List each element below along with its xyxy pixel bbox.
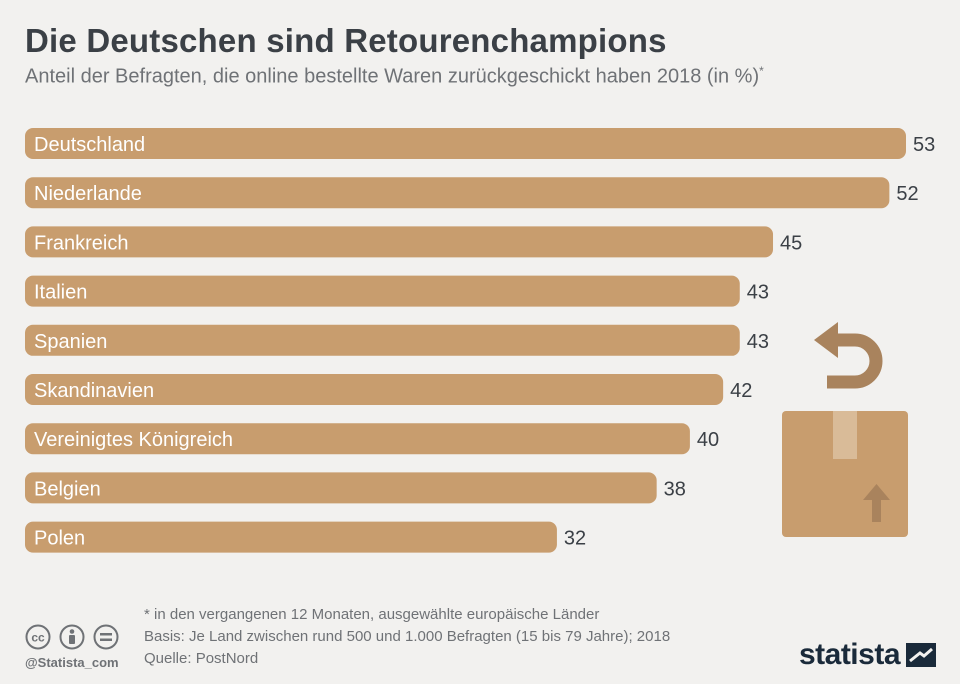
footnote-basis: Basis: Je Land zwischen rund 500 und 1.0… [144,628,671,645]
bar [25,275,740,307]
chart-title: Die Deutschen sind Retourenchampions [25,22,667,59]
statista-logo[interactable]: statista [799,638,936,672]
bar-value-label: 40 [697,429,719,451]
bar-group: Deutschland 53 [25,128,935,159]
footnote: * in den vergangenen 12 Monaten, ausgewä… [144,604,670,670]
bar-category-label: Skandinavien [34,380,154,402]
subtitle-text: Anteil der Befragten, die online bestell… [25,65,760,88]
bar-group: Frankreich 45 [25,226,802,258]
bar-category-label: Vereinigtes Königreich [34,429,233,451]
statista-logo-icon [906,643,936,667]
chart-subtitle: Anteil der Befragten, die online bestell… [25,64,764,89]
bar-value-label: 32 [564,528,586,550]
bar [25,374,724,405]
bar-group: Italien 43 [25,275,769,307]
bar-group: Spanien 43 [25,324,769,356]
bar-group: Vereinigtes Königreich 40 [25,423,719,455]
bar [25,521,557,553]
creative-commons-icon: cc [25,624,51,650]
bar-group: Skandinavien 42 [25,374,752,405]
bar [25,177,890,209]
bar-chart: Deutschland 53 Niederlande 52 Frankreich 45 It… [25,128,935,553]
bar-category-label: Italien [34,282,87,304]
package-box-icon [782,411,908,537]
attribution-icon [59,624,85,650]
bar-group: Belgien 38 [25,472,686,504]
statista-handle[interactable]: @Statista_com [25,655,119,670]
bar-group: Niederlande 52 [25,177,919,209]
svg-text:cc: cc [31,631,45,645]
bar-value-label: 45 [780,232,802,254]
return-package-illustration [782,322,908,537]
return-arrow-icon [814,322,883,389]
bar-value-label: 38 [664,478,686,500]
bar-category-label: Deutschland [34,134,145,156]
bar-value-label: 53 [913,134,935,156]
bar [25,423,690,455]
bar-category-label: Frankreich [34,232,128,254]
license-icons: cc [25,624,119,650]
footnote-note: * in den vergangenen 12 Monaten, ausgewä… [144,606,600,623]
bar [25,226,774,258]
bar-group: Polen 32 [25,521,586,553]
no-derivatives-icon [93,624,119,650]
bar [25,472,657,504]
statista-logo-text: statista [798,638,901,671]
bar-category-label: Polen [34,528,85,550]
bar [25,128,906,159]
bar-category-label: Niederlande [34,183,142,205]
bar [25,324,740,356]
bar-value-label: 52 [896,183,918,205]
bar-value-label: 43 [747,331,769,353]
bar-value-label: 42 [730,380,752,402]
subtitle-footnote-mark: * [759,64,764,78]
bar-category-label: Belgien [34,478,101,500]
footnote-source: Quelle: PostNord [144,650,259,667]
bar-value-label: 43 [747,282,769,304]
bar-category-label: Spanien [34,331,107,353]
